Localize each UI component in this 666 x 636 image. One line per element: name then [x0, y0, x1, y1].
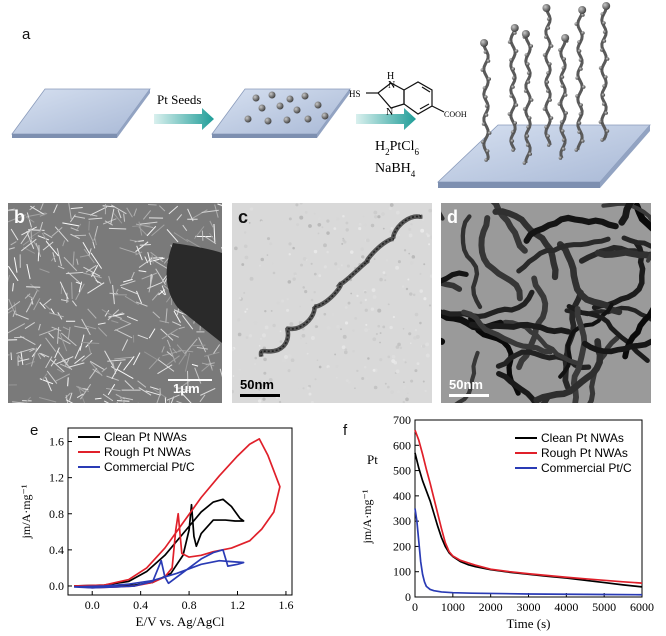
series-line — [414, 429, 643, 584]
x-tick-label: 3000 — [517, 600, 541, 614]
pt-seed-particles — [244, 91, 329, 125]
reagent-h2ptcl6: H2PtCl6 — [375, 139, 420, 157]
y-axis-label: jm/A·mg⁻¹ — [360, 489, 374, 544]
substrate-plate-nanowires — [436, 124, 651, 188]
scale-bar-b-label: 1μm — [173, 381, 200, 396]
synthesis-schematic: Pt Seeds — [11, 2, 651, 188]
benzimidazole-molecule — [366, 81, 445, 115]
x-tick-label: 6000 — [630, 600, 654, 614]
nanowire — [574, 6, 587, 152]
panel-c-label: c — [238, 207, 249, 227]
y-tick-label: 0.0 — [49, 579, 64, 593]
panel-e-label: e — [30, 422, 39, 439]
tem-image-c: c 50nm — [232, 203, 432, 403]
legend-label: Rough Pt NWAs — [104, 445, 191, 459]
chart-f: 0 1000 2000 3000 4000 5000 6000 0 100 200 300 400 50… — [360, 413, 654, 631]
process-arrow-1 — [154, 108, 214, 130]
y-tick-label: 500 — [393, 464, 411, 478]
nanowire — [480, 39, 492, 162]
y-tick-label: 400 — [393, 489, 411, 503]
charts-area: 0.0 0.4 0.8 1.2 1.6 0.0 0.4 0.8 1.2 1.6 E/V vs. Ag… — [19, 413, 654, 631]
svg-text:NaBH4: NaBH4 — [375, 161, 416, 179]
legend-label: Commercial Pt/C — [104, 460, 195, 474]
sem-image-b: b 1μm — [8, 203, 222, 403]
molecule-n-top: N — [388, 80, 395, 91]
x-tick-label: 0.4 — [133, 598, 148, 612]
nanowire — [521, 30, 534, 165]
scale-bar-c-label: 50nm — [240, 377, 274, 392]
y-axis-label: jm/A·mg⁻¹ — [19, 484, 33, 539]
panel-d-label: d — [447, 207, 458, 227]
series-line — [414, 508, 643, 596]
nanowire — [542, 4, 554, 147]
y-tick-label: 700 — [393, 413, 411, 427]
legend-label: Clean Pt NWAs — [541, 431, 624, 445]
x-tick-label: 0 — [412, 600, 418, 614]
x-tick-label: 1000 — [441, 600, 465, 614]
y-tick-label: 600 — [393, 438, 411, 452]
y-axis-label-top: Pt — [367, 452, 378, 467]
x-tick-label: 0.8 — [182, 598, 197, 612]
y-tick-label: 1.2 — [49, 471, 64, 485]
y-tick-label: 0.4 — [49, 543, 64, 557]
x-tick-label: 2000 — [479, 600, 503, 614]
series-line — [414, 452, 643, 588]
tem-texture-d — [441, 203, 651, 403]
scale-bar-d — [449, 394, 489, 397]
pt-nanowire-array — [480, 2, 611, 165]
panel-f-label: f — [343, 422, 348, 439]
x-tick-label: 4000 — [554, 600, 578, 614]
scale-bar-b — [168, 379, 212, 381]
reagent-nabh4: NaBH4 — [375, 161, 416, 179]
x-tick-label: 0.0 — [85, 598, 100, 612]
legend-label: Rough Pt NWAs — [541, 446, 628, 460]
molecule-hs: HS — [349, 89, 361, 99]
y-tick-label: 0.8 — [49, 507, 64, 521]
molecule-cooh: COOH — [444, 110, 467, 119]
step1-label: Pt Seeds — [157, 92, 201, 107]
x-axis-label: E/V vs. Ag/AgCl — [136, 614, 225, 629]
x-tick-label: 1.2 — [230, 598, 245, 612]
y-tick-label: 0 — [405, 590, 411, 604]
plot-frame — [67, 427, 293, 596]
nanowire — [598, 2, 611, 142]
sem-texture — [8, 203, 222, 403]
nanowire — [557, 34, 570, 160]
scale-bar-c — [240, 394, 280, 397]
panel-a-label: a — [22, 26, 31, 43]
svg-text:H2PtCl6: H2PtCl6 — [375, 139, 420, 157]
substrate-plate-seeded — [211, 88, 351, 138]
tem-texture-c — [232, 203, 432, 403]
y-tick-label: 200 — [393, 539, 411, 553]
process-arrow-2 — [356, 108, 416, 130]
legend-label: Commercial Pt/C — [541, 461, 632, 475]
chart-e: 0.0 0.4 0.8 1.2 1.6 0.0 0.4 0.8 1.2 1.6 E/V vs. Ag… — [19, 427, 293, 629]
scale-bar-d-label: 50nm — [449, 377, 483, 392]
nanowire — [507, 24, 519, 152]
y-tick-label: 1.6 — [49, 435, 64, 449]
tem-image-d: d 50nm — [441, 203, 651, 403]
x-tick-label: 1.6 — [278, 598, 293, 612]
y-tick-label: 100 — [393, 565, 411, 579]
panel-b-label: b — [14, 207, 25, 227]
legend-label: Clean Pt NWAs — [104, 430, 187, 444]
y-tick-label: 300 — [393, 514, 411, 528]
molecule-h: H — [387, 71, 394, 82]
molecule-n-bottom: N — [386, 107, 393, 118]
series-line — [74, 498, 245, 588]
series-line — [74, 549, 245, 589]
x-axis-label: Time (s) — [507, 616, 551, 631]
substrate-plate-bare — [11, 88, 151, 138]
x-tick-label: 5000 — [592, 600, 616, 614]
